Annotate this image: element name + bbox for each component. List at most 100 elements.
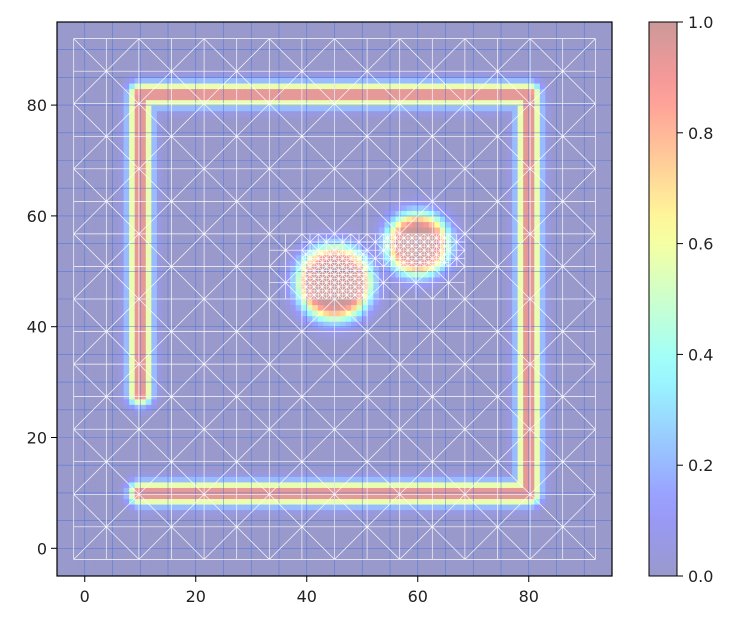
heat-cell [217, 287, 225, 295]
heat-cell [73, 443, 80, 450]
heat-cell [312, 49, 319, 56]
heat-cell [57, 49, 64, 56]
heat-cell [118, 215, 125, 223]
heat-cell [184, 310, 191, 317]
heat-cell [212, 470, 219, 477]
heat-cell [106, 94, 114, 101]
heat-cell [312, 116, 319, 123]
heat-cell [295, 276, 302, 283]
heat-cell [229, 154, 236, 162]
heat-cell [256, 332, 263, 339]
heat-cell [84, 498, 91, 505]
heat-cell [73, 454, 80, 461]
heat-cell [145, 177, 152, 184]
heat-cell [118, 149, 125, 156]
heat-cell [262, 160, 269, 167]
heat-cell [156, 160, 164, 167]
heat-cell [173, 204, 180, 211]
heat-cell [206, 409, 213, 416]
heat-cell [267, 337, 275, 344]
heat-cell [323, 22, 330, 29]
heat-cell [245, 138, 252, 145]
heat-cell [145, 531, 152, 538]
heat-cell [295, 337, 302, 344]
heat-cell [134, 116, 141, 123]
heat-cell [151, 437, 158, 444]
heat-cell [162, 254, 169, 261]
heat-cell [79, 171, 86, 178]
heat-cell [118, 238, 125, 245]
heat-cell [317, 204, 324, 211]
heat-cell [195, 348, 202, 355]
heat-cell [112, 49, 119, 56]
heat-cell [234, 348, 241, 355]
heat-cell [212, 121, 219, 128]
heat-cell [251, 548, 258, 555]
heat-cell [290, 287, 297, 295]
heat-cell [240, 221, 247, 228]
heat-cell [323, 94, 330, 101]
heat-cell [112, 526, 119, 533]
heat-cell [179, 487, 186, 494]
heat-cell [217, 271, 225, 278]
heat-cell [267, 310, 275, 317]
heat-cell [134, 188, 141, 195]
heat-cell [312, 404, 319, 411]
heat-cell [323, 33, 330, 40]
heat-cell [68, 249, 75, 256]
heat-cell [234, 564, 241, 572]
heat-cell [168, 49, 175, 56]
heat-cell [73, 94, 80, 101]
heat-cell [95, 326, 102, 333]
heat-cell [68, 382, 75, 389]
heat-cell [328, 66, 336, 73]
heat-cell [118, 470, 125, 477]
heat-cell [156, 470, 164, 477]
heat-cell [101, 415, 108, 422]
heat-cell [284, 371, 291, 378]
heat-cell [245, 160, 252, 167]
heat-cell [168, 188, 175, 195]
heat-cell [90, 149, 97, 156]
heat-cell [217, 304, 225, 311]
heat-cell [317, 343, 324, 350]
heat-cell [73, 254, 80, 261]
heat-cell [240, 282, 247, 289]
heat-cell [79, 487, 86, 494]
heat-cell [84, 409, 91, 416]
heat-cell [267, 365, 275, 372]
heat-cell [301, 509, 308, 516]
heat-cell [73, 171, 80, 178]
heat-cell [223, 398, 230, 405]
heat-cell [95, 33, 102, 40]
heat-cell [212, 398, 219, 405]
heat-cell [245, 226, 252, 234]
heat-cell [284, 243, 291, 250]
heat-cell [162, 49, 169, 56]
heat-cell [217, 49, 225, 56]
heat-cell [312, 66, 319, 73]
heat-cell [295, 487, 302, 494]
heat-cell [295, 282, 302, 289]
heat-cell [156, 515, 164, 522]
heat-cell [256, 348, 263, 355]
heat-cell [317, 132, 324, 139]
heat-cell [212, 82, 219, 90]
heat-cell [73, 116, 80, 123]
heat-cell [162, 299, 169, 306]
heat-cell [317, 503, 324, 511]
heat-cell [123, 304, 130, 311]
heat-cell [328, 503, 336, 511]
heat-cell [223, 354, 230, 361]
heat-cell [229, 171, 236, 178]
heat-cell [184, 398, 191, 405]
heat-cell [184, 238, 191, 245]
heat-cell [151, 371, 158, 378]
heat-cell [106, 454, 114, 461]
heat-cell [279, 476, 286, 483]
heat-cell [190, 27, 197, 34]
heat-cell [206, 177, 213, 184]
heat-cell [168, 243, 175, 250]
heat-cell [156, 564, 164, 572]
heat-cell [62, 215, 69, 223]
